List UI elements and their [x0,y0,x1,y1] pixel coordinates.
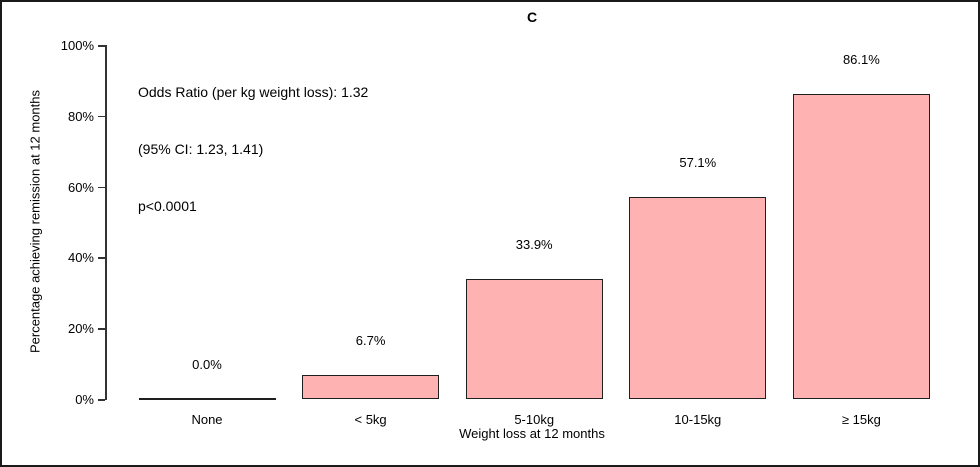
y-tick-label: 0% [75,392,94,407]
bar [465,278,603,399]
bar [792,94,930,399]
y-tick-label: 80% [67,108,94,124]
bar-baseline [138,398,276,400]
chart-title: C [526,9,538,25]
y-tick-label: 100% [60,38,94,53]
y-tick-label: 40% [67,250,94,266]
x-category-label: ≥ 15kg [841,412,881,427]
bar-value-label: 6.7% [355,333,386,349]
x-category-label: 10-15kg [674,412,722,427]
x-category-label: 5-10kg [514,412,555,427]
bar [629,196,767,399]
y-axis-tick [98,115,105,118]
x-category-label: None [191,412,223,427]
annotation-line-p-value: p<0.0001 [138,198,197,214]
y-axis-tick [98,257,105,259]
y-axis-line [105,45,107,400]
y-axis-tick [98,328,105,330]
annotation-line-odds-ratio: Odds Ratio (per kg weight loss): 1.32 [138,84,369,100]
y-axis-tick [98,186,105,189]
annotation-odds-ratio: Odds Ratio (per kg weight loss): 1.32 (9… [138,45,368,254]
annotation-line-confidence-interval: (95% CI: 1.23, 1.41) [138,141,264,157]
y-tick-label: 60% [67,179,94,195]
x-category-label: < 5kg [354,412,387,427]
bar-value-label: 57.1% [679,154,717,170]
x-axis-label: Weight loss at 12 months [459,426,605,441]
bar-value-label: 33.9% [515,236,553,252]
y-axis-label: Percentage achieving remission at 12 mon… [27,89,43,354]
bar [302,375,440,399]
bar-value-label: 86.1% [842,52,880,68]
bar-value-label: 0.0% [192,357,222,372]
y-axis-tick [98,399,105,401]
y-axis-tick [98,45,105,47]
y-tick-label: 20% [67,321,94,337]
